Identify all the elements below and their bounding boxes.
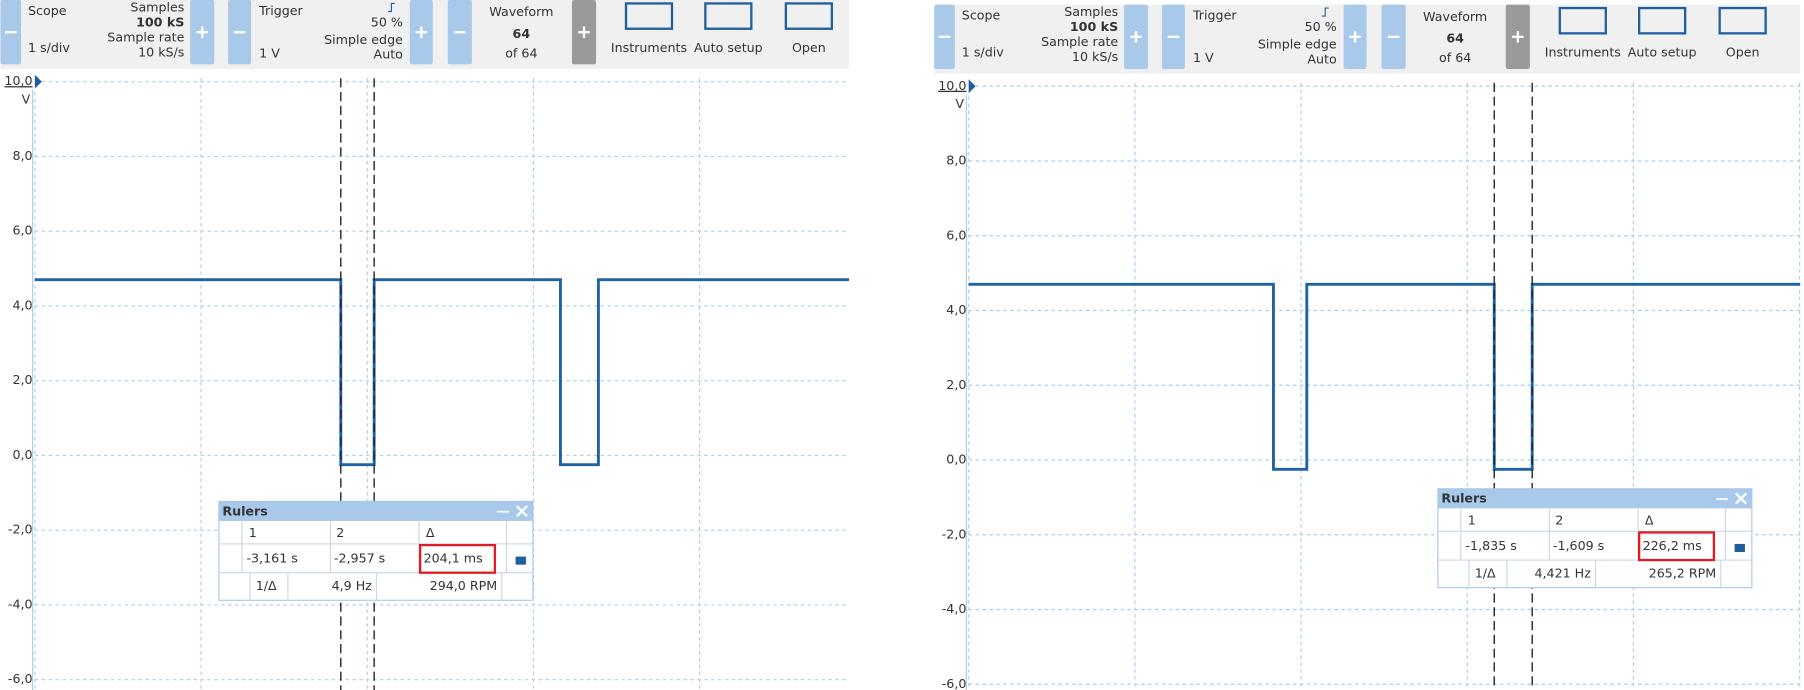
value: 64 <box>1446 31 1464 46</box>
rulers-titlebar <box>1437 488 1752 509</box>
value: 100 kS <box>136 15 184 30</box>
label: Simple edge <box>324 32 403 47</box>
axis-marker <box>968 79 976 94</box>
value: Auto <box>374 47 404 62</box>
rulers-title: Rulers <box>222 503 267 518</box>
rulers-title: Rulers <box>1441 491 1486 506</box>
value: 4,421 Hz <box>1534 565 1591 580</box>
ruler-value: -1,835 s <box>1466 538 1517 553</box>
label: 1/Δ <box>1475 565 1496 580</box>
header: Δ <box>426 525 435 540</box>
axis-label: 10,0 <box>4 73 32 88</box>
value: 10 kS/s <box>138 44 184 59</box>
lock-icon[interactable] <box>1734 543 1745 552</box>
label: Waveform <box>1423 9 1487 24</box>
label: Sample rate <box>107 29 184 44</box>
highlight-box <box>1637 531 1716 562</box>
y-tick-label: 6,0 <box>12 223 32 238</box>
tool-icon[interactable] <box>704 2 753 30</box>
highlight-box <box>418 543 497 574</box>
y-tick-label: 2,0 <box>946 377 966 392</box>
y-tick-label: -4,0 <box>8 596 33 611</box>
header: 1 <box>249 525 257 540</box>
value: 1 V <box>1193 50 1214 65</box>
value: 50 % <box>1305 19 1337 34</box>
value: of 64 <box>1439 50 1471 65</box>
value: 100 kS <box>1070 19 1118 34</box>
value: 4,9 Hz <box>332 578 373 593</box>
y-tick-label: -2,0 <box>8 522 33 537</box>
axis-unit: V <box>955 96 964 111</box>
header: 2 <box>336 525 344 540</box>
value: of 64 <box>505 46 537 61</box>
button-label: Auto setup <box>694 40 763 55</box>
ruler-value: -3,161 s <box>247 550 298 565</box>
toolbar <box>934 4 1801 74</box>
label: Scope <box>962 8 1001 23</box>
button-label: Open <box>1726 44 1760 59</box>
close-icon[interactable] <box>1734 492 1747 505</box>
y-tick-label: -6,0 <box>942 676 967 690</box>
lock-icon[interactable] <box>515 556 526 565</box>
label: Waveform <box>489 4 553 19</box>
y-tick-label: 0,0 <box>946 452 966 467</box>
button-label: Auto setup <box>1628 44 1697 59</box>
ruler-value: -1,609 s <box>1553 538 1604 553</box>
tool-icon[interactable] <box>1637 6 1687 35</box>
trigger-icon <box>1321 7 1329 17</box>
value: 265,2 RPM <box>1649 565 1717 580</box>
value: Auto <box>1307 51 1337 66</box>
tool-icon[interactable] <box>1558 6 1607 35</box>
label: Scope <box>28 3 67 18</box>
y-tick-label: -6,0 <box>8 671 33 686</box>
label: Trigger <box>1192 8 1237 23</box>
y-tick-label: 6,0 <box>946 227 966 242</box>
trigger-icon <box>387 2 395 13</box>
value: 10 kS/s <box>1072 49 1118 64</box>
ruler-value: -2,957 s <box>334 550 385 565</box>
value: 1 s/div <box>962 44 1004 59</box>
label: 1/Δ <box>256 578 277 593</box>
value: 294,0 RPM <box>430 578 498 593</box>
axis-marker <box>34 74 42 89</box>
button-label: Instruments <box>1545 44 1621 59</box>
label: Samples <box>130 0 184 15</box>
y-tick-label: -4,0 <box>942 601 967 616</box>
tool-icon[interactable] <box>1718 6 1767 35</box>
button-label: Instruments <box>611 40 687 55</box>
range-label-bg <box>937 78 969 95</box>
axis-label: 10,0 <box>938 78 966 93</box>
value: 1 V <box>259 46 280 61</box>
label: Simple edge <box>1258 36 1337 51</box>
tool-icon[interactable] <box>624 2 674 30</box>
y-tick-label: -2,0 <box>942 526 967 541</box>
y-tick-label: 0,0 <box>12 447 32 462</box>
header: 1 <box>1468 512 1476 527</box>
header: 2 <box>1555 512 1563 527</box>
range-label-bg <box>3 73 35 90</box>
tool-icon[interactable] <box>784 2 833 30</box>
button-label: Open <box>792 40 826 55</box>
y-tick-label: 8,0 <box>946 153 966 168</box>
value: 1 s/div <box>28 40 70 55</box>
rulers-titlebar <box>218 501 533 521</box>
y-tick-label: 2,0 <box>12 372 32 387</box>
label: Trigger <box>258 3 303 18</box>
ruler-value: 226,2 ms <box>1643 538 1702 553</box>
value: 50 % <box>371 15 403 30</box>
label: Samples <box>1064 4 1118 19</box>
close-icon[interactable] <box>515 505 528 518</box>
axis-unit: V <box>22 92 31 107</box>
label: Sample rate <box>1041 34 1118 49</box>
y-tick-label: 8,0 <box>12 148 32 163</box>
ruler-value: 204,1 ms <box>424 550 483 565</box>
y-tick-label: 4,0 <box>12 297 32 312</box>
header: Δ <box>1645 512 1654 527</box>
y-tick-label: 4,0 <box>946 302 966 317</box>
value: 64 <box>513 26 531 41</box>
